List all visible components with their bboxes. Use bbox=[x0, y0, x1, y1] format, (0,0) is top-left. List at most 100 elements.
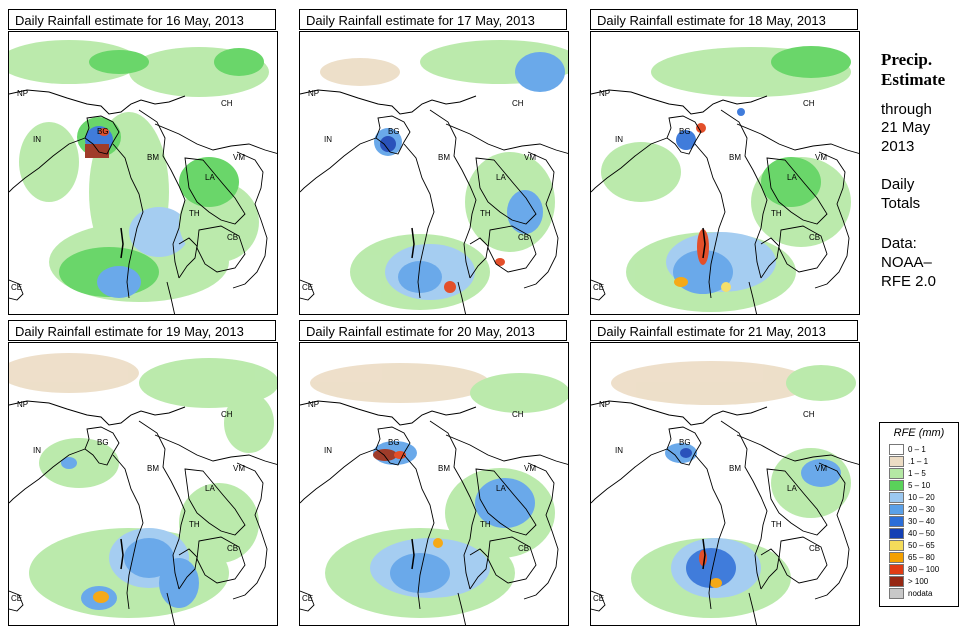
legend-label: 30 – 40 bbox=[908, 516, 935, 526]
legend-swatch bbox=[889, 515, 904, 527]
legend-item: 65 – 80 bbox=[889, 551, 958, 563]
rainfall-map: NP CH IN BG BM VM LA TH CB CE bbox=[590, 31, 860, 315]
label-ce: CE bbox=[593, 283, 604, 292]
legend-label: 50 – 65 bbox=[908, 540, 935, 550]
rainfall-panel-20-may: Daily Rainfall estimate for 20 May, 2013… bbox=[299, 320, 569, 626]
label-vm: VM bbox=[233, 153, 245, 162]
label-ce: CE bbox=[302, 594, 313, 603]
rainfall-map: NP CH IN BG BM VM LA TH CB CE bbox=[299, 31, 569, 315]
label-np: NP bbox=[17, 400, 28, 409]
legend-rows: 0 – 1 .1 – 1 1 – 5 5 – 10 10 – 20 20 – 30 30 –… bbox=[880, 443, 958, 599]
legend-swatch bbox=[889, 479, 904, 491]
legend-label: 80 – 100 bbox=[908, 564, 940, 574]
label-ch: CH bbox=[221, 410, 233, 419]
legend-label: 5 – 10 bbox=[908, 480, 931, 490]
label-la: LA bbox=[205, 173, 215, 182]
legend-label: > 100 bbox=[908, 576, 929, 586]
label-ce: CE bbox=[302, 283, 313, 292]
legend-swatch bbox=[889, 539, 904, 551]
sidebar-data-line1: Data: bbox=[881, 235, 917, 252]
legend-item: 20 – 30 bbox=[889, 503, 958, 515]
rfe-legend: RFE (mm) 0 – 1 .1 – 1 1 – 5 5 – 10 10 – 20 20… bbox=[879, 422, 959, 607]
sidebar-title-line2: Estimate bbox=[881, 70, 946, 89]
label-cb: CB bbox=[227, 233, 238, 242]
label-in: IN bbox=[33, 135, 41, 144]
panel-title: Daily Rainfall estimate for 20 May, 2013 bbox=[299, 320, 567, 341]
legend-swatch bbox=[889, 503, 904, 515]
rainfall-map: NP CH IN BG BM VM LA TH CB CE bbox=[8, 342, 278, 626]
rainfall-panel-17-may: Daily Rainfall estimate for 17 May, 2013… bbox=[299, 9, 569, 315]
panel-title: Daily Rainfall estimate for 21 May, 2013 bbox=[590, 320, 858, 341]
sidebar-type-line1: Daily bbox=[881, 176, 915, 193]
sidebar-through: through bbox=[881, 101, 932, 118]
label-ch: CH bbox=[221, 99, 233, 108]
label-th: TH bbox=[771, 209, 782, 218]
label-bm: BM bbox=[147, 464, 159, 473]
label-cb: CB bbox=[518, 233, 529, 242]
label-np: NP bbox=[308, 400, 319, 409]
label-vm: VM bbox=[815, 153, 827, 162]
label-bg: BG bbox=[388, 127, 400, 136]
label-np: NP bbox=[599, 89, 610, 98]
label-ch: CH bbox=[512, 410, 524, 419]
label-la: LA bbox=[787, 173, 797, 182]
label-la: LA bbox=[496, 173, 506, 182]
legend-swatch bbox=[889, 455, 904, 467]
label-ch: CH bbox=[512, 99, 524, 108]
label-th: TH bbox=[189, 209, 200, 218]
legend-label: 65 – 80 bbox=[908, 552, 935, 562]
label-in: IN bbox=[324, 446, 332, 455]
label-vm: VM bbox=[815, 464, 827, 473]
legend-item: 5 – 10 bbox=[889, 479, 958, 491]
sidebar-date-line1: 21 May bbox=[881, 119, 931, 136]
legend-swatch bbox=[889, 575, 904, 587]
legend-item: 30 – 40 bbox=[889, 515, 958, 527]
label-la: LA bbox=[205, 484, 215, 493]
legend-item: .1 – 1 bbox=[889, 455, 958, 467]
label-th: TH bbox=[189, 520, 200, 529]
label-bg: BG bbox=[679, 127, 691, 136]
legend-item: 0 – 1 bbox=[889, 443, 958, 455]
rainfall-map: NP CH IN BG BM VM LA TH CB CE bbox=[590, 342, 860, 626]
label-cb: CB bbox=[809, 233, 820, 242]
label-bg: BG bbox=[388, 438, 400, 447]
label-th: TH bbox=[480, 520, 491, 529]
legend-item: 50 – 65 bbox=[889, 539, 958, 551]
label-la: LA bbox=[496, 484, 506, 493]
rainfall-map: NP CH IN BG BM VM LA TH CB CE bbox=[299, 342, 569, 626]
label-bm: BM bbox=[438, 153, 450, 162]
legend-label: 10 – 20 bbox=[908, 492, 935, 502]
sidebar-title-line1: Precip. bbox=[881, 50, 933, 69]
legend-item: 40 – 50 bbox=[889, 527, 958, 539]
legend-swatch bbox=[889, 467, 904, 479]
label-np: NP bbox=[599, 400, 610, 409]
label-bg: BG bbox=[679, 438, 691, 447]
sidebar-title: Precip. Estimate bbox=[881, 50, 945, 90]
panel-title: Daily Rainfall estimate for 19 May, 2013 bbox=[8, 320, 276, 341]
legend-swatch bbox=[889, 443, 904, 455]
legend-item: > 100 bbox=[889, 575, 958, 587]
label-bm: BM bbox=[729, 464, 741, 473]
sidebar-data-line3: RFE 2.0 bbox=[881, 273, 937, 290]
legend-swatch bbox=[889, 527, 904, 539]
label-bm: BM bbox=[729, 153, 741, 162]
label-bg: BG bbox=[97, 438, 109, 447]
label-in: IN bbox=[324, 135, 332, 144]
legend-swatch bbox=[889, 587, 904, 599]
legend-item: 1 – 5 bbox=[889, 467, 958, 479]
label-cb: CB bbox=[227, 544, 238, 553]
label-th: TH bbox=[480, 209, 491, 218]
rainfall-map: NP CH IN BG BM VM LA TH CB CE bbox=[8, 31, 278, 315]
legend-label: 1 – 5 bbox=[908, 468, 926, 478]
panel-title: Daily Rainfall estimate for 18 May, 2013 bbox=[590, 9, 858, 30]
label-la: LA bbox=[787, 484, 797, 493]
label-th: TH bbox=[771, 520, 782, 529]
legend-item: 10 – 20 bbox=[889, 491, 958, 503]
sidebar-date-line2: 2013 bbox=[881, 138, 915, 155]
label-bg: BG bbox=[97, 127, 109, 136]
sidebar-type-line2: Totals bbox=[881, 195, 921, 212]
legend-label: 40 – 50 bbox=[908, 528, 935, 538]
label-bm: BM bbox=[147, 153, 159, 162]
sidebar-data-line2: NOAA– bbox=[881, 254, 932, 271]
legend-item: 80 – 100 bbox=[889, 563, 958, 575]
